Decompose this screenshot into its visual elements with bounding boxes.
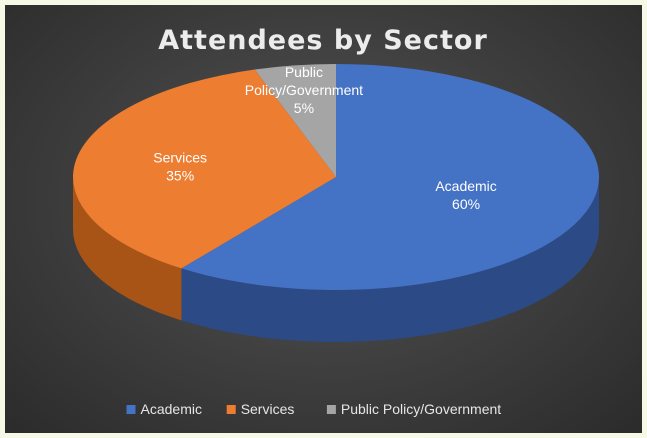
data-label-line: 5% <box>294 100 314 116</box>
pie-chart: Attendees by Sector Academic 60% Services 3… <box>73 25 599 417</box>
legend-item-public-policy-government: Public Policy/Government <box>326 401 501 417</box>
chart-frame: Attendees by Sector Academic 60% Services 3… <box>5 5 642 433</box>
legend: Academic Services Public Policy/Government <box>126 401 501 417</box>
legend-item-services: Services <box>226 401 295 417</box>
pie-slice-public-policy-government <box>254 64 336 177</box>
chart-title: Attendees by Sector <box>158 25 488 56</box>
legend-swatch <box>126 405 136 414</box>
legend-item-academic: Academic <box>126 401 202 417</box>
data-label-line: Policy/Government <box>245 82 363 98</box>
pie-labels: Academic 60% Services 35% Public Policy/Gover… <box>153 64 497 212</box>
pie-sides <box>73 177 599 342</box>
data-label-line: Academic <box>435 178 496 194</box>
pie-side-services <box>73 177 182 321</box>
data-label-line: Services <box>153 149 207 165</box>
data-label-academic: Academic 60% <box>435 178 496 212</box>
legend-swatch <box>226 405 236 414</box>
data-label-public-policy-government: Public Policy/Government 5% <box>245 64 363 116</box>
legend-label: Academic <box>141 401 202 417</box>
pie-side-academic <box>181 177 599 342</box>
legend-label: Services <box>241 401 295 417</box>
data-label-services: Services 35% <box>153 149 207 183</box>
data-label-line: Public <box>285 64 323 80</box>
data-label-line: 60% <box>452 196 480 212</box>
pie-slice-academic <box>181 64 599 290</box>
pie-slice-services <box>73 69 336 269</box>
data-label-line: 35% <box>166 167 194 183</box>
legend-label: Public Policy/Government <box>341 401 501 417</box>
pie-slices <box>73 64 599 290</box>
legend-swatch <box>326 405 336 414</box>
